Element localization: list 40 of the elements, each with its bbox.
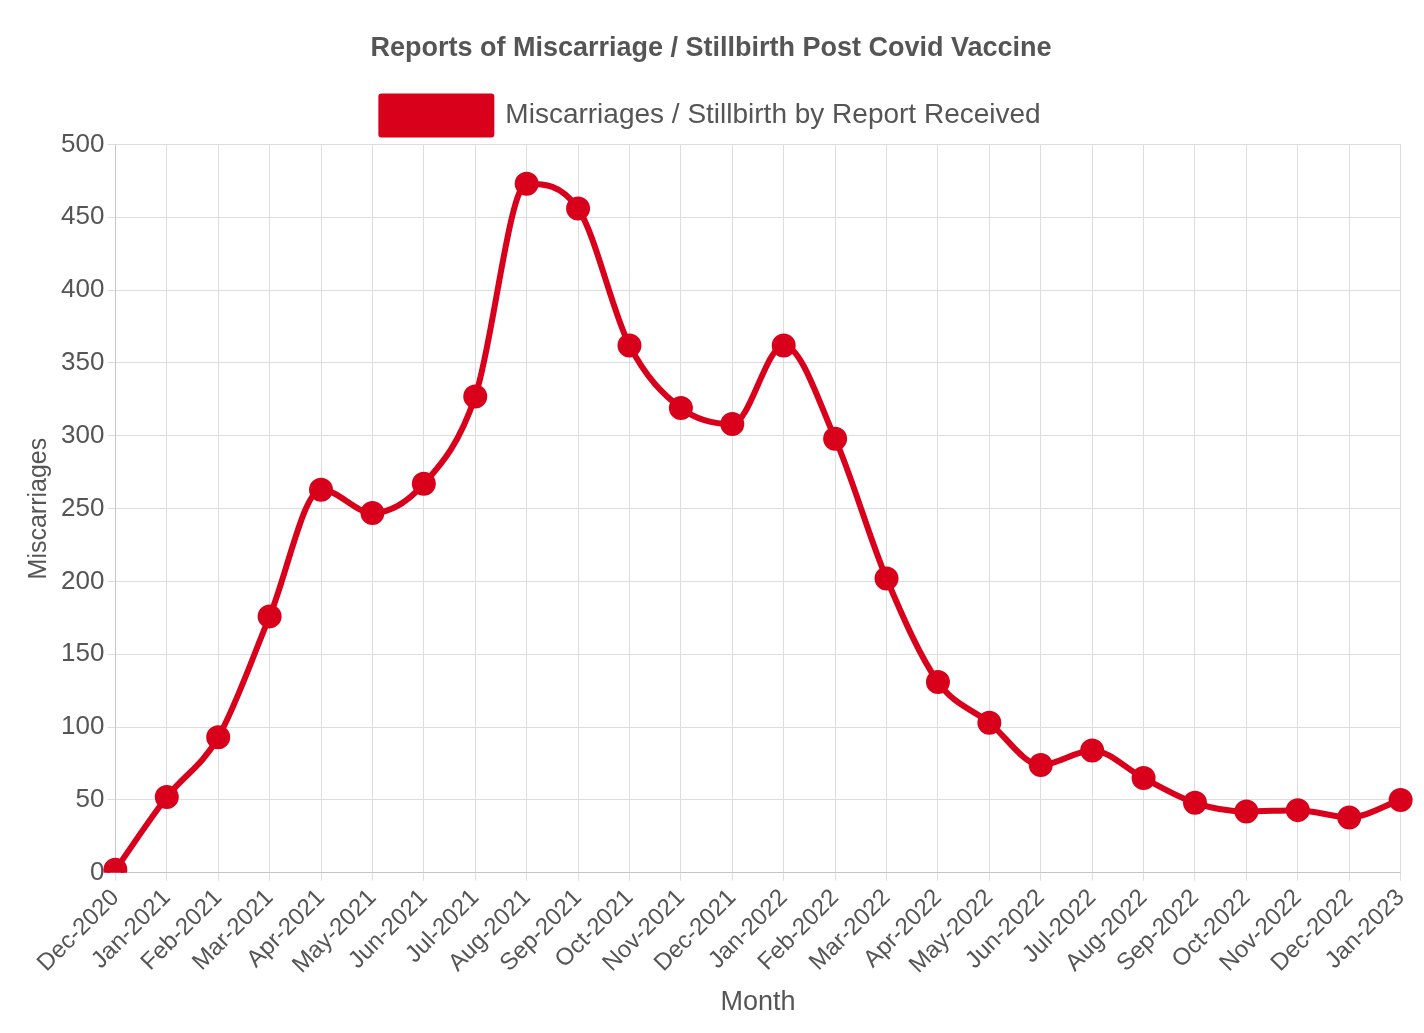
point xyxy=(566,196,591,221)
point xyxy=(1388,787,1413,812)
point xyxy=(668,396,693,421)
y-tick-label: 50 xyxy=(75,783,105,814)
point xyxy=(257,604,282,629)
point xyxy=(823,426,848,451)
point xyxy=(1234,799,1259,824)
point xyxy=(874,566,899,591)
y-tick-label: 250 xyxy=(60,491,105,522)
y-tick-label: 100 xyxy=(60,710,105,741)
point xyxy=(1080,738,1105,763)
point xyxy=(720,412,745,437)
point xyxy=(1131,766,1156,791)
legend-label: Miscarriages / Stillbirth by Report Received xyxy=(505,98,1041,130)
point xyxy=(617,333,642,358)
chart-title: Reports of Miscarriage / Stillbirth Post Covid Vaccine xyxy=(370,31,1052,62)
y-axis-title: Miscarriages xyxy=(22,437,51,580)
point xyxy=(154,785,179,810)
y-tick-label: 300 xyxy=(60,418,105,449)
y-tick-label: 400 xyxy=(60,273,105,304)
point xyxy=(360,500,385,525)
y-tick-label: 350 xyxy=(60,346,105,377)
y-tick-label: 150 xyxy=(60,637,105,668)
y-tick-label: 450 xyxy=(60,200,105,231)
point xyxy=(771,333,796,358)
y-tick-label: 200 xyxy=(60,564,105,595)
point xyxy=(1028,752,1053,777)
point xyxy=(925,669,950,694)
point xyxy=(514,171,539,196)
point xyxy=(206,725,231,750)
y-tick-label: 500 xyxy=(60,127,105,158)
y-tick-label: 0 xyxy=(89,855,105,886)
x-axis-title: Month xyxy=(720,986,796,1017)
point xyxy=(309,477,334,502)
point xyxy=(1285,798,1310,823)
point xyxy=(977,710,1002,735)
point xyxy=(1182,790,1207,815)
point xyxy=(411,471,436,496)
point xyxy=(463,384,488,409)
point xyxy=(1337,805,1362,830)
